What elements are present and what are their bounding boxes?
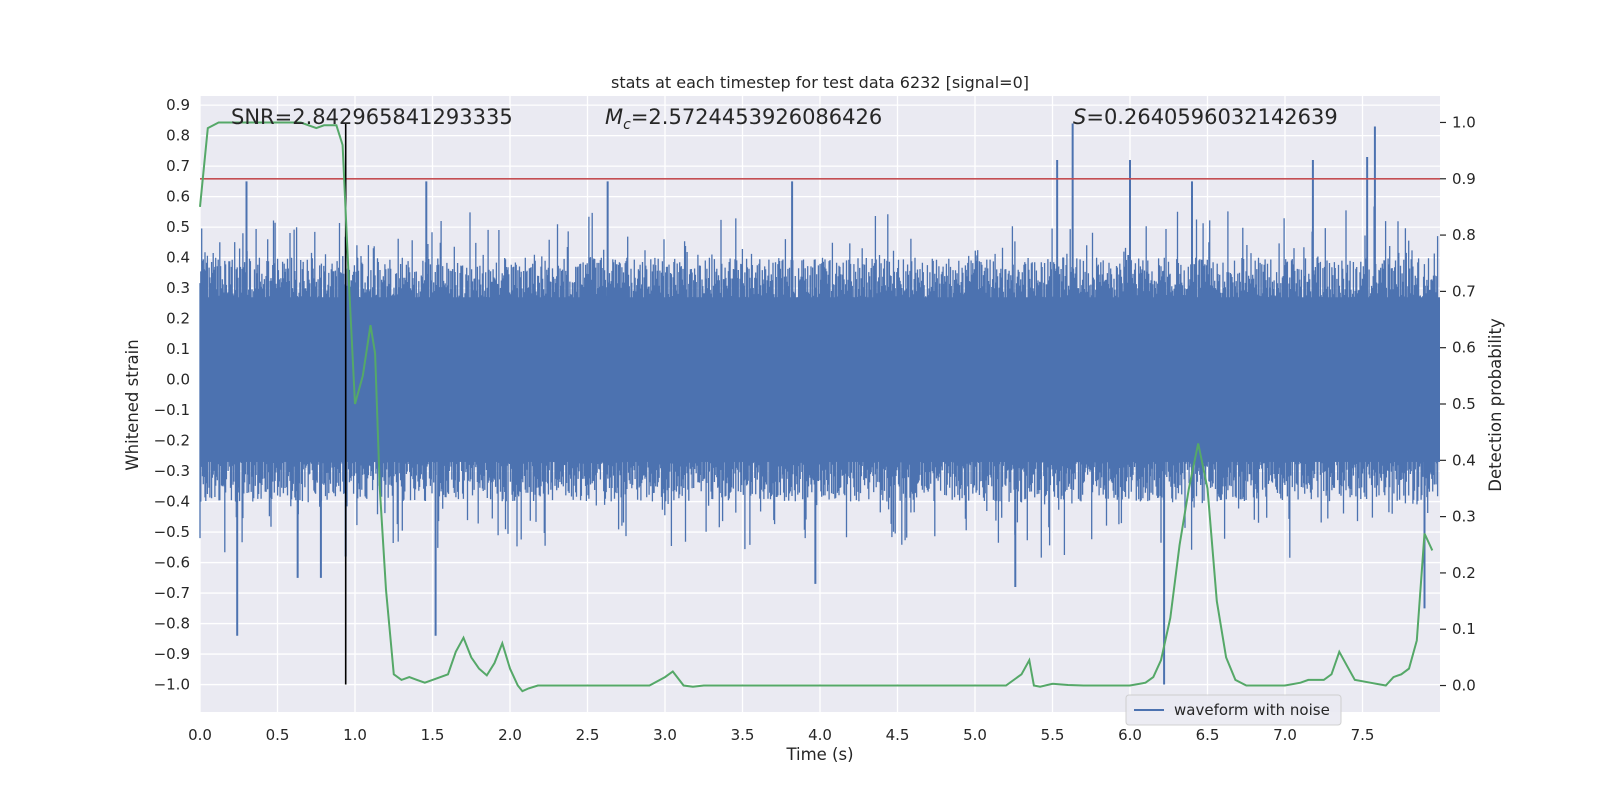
y-tick-label: 0.4 bbox=[166, 249, 190, 267]
y2-axis-ticks: 1.0 0.9 0.8 0.7 0.6 0.5 0.4 0.3 0.2 0.1 0.0 bbox=[1440, 113, 1476, 695]
waveform-band bbox=[200, 297, 1440, 462]
y-axis-label: Whitened strain bbox=[123, 339, 142, 470]
y-tick-label: 0.6 bbox=[166, 188, 190, 206]
y2-tick-label: 1.0 bbox=[1452, 113, 1476, 131]
waveform-series bbox=[199, 123, 1440, 685]
y-tick-label: −0.1 bbox=[154, 401, 190, 419]
chirp-mass-subscript: c bbox=[623, 117, 631, 133]
y2-tick-label: 0.9 bbox=[1452, 170, 1476, 188]
legend: waveform with noise bbox=[1125, 694, 1342, 726]
x-tick-label: 2.0 bbox=[498, 726, 522, 744]
y-tick-label: −0.2 bbox=[154, 432, 190, 450]
x-tick-label: 7.5 bbox=[1351, 726, 1375, 744]
y2-tick-label: 0.5 bbox=[1452, 395, 1476, 413]
x-tick-label: 1.5 bbox=[421, 726, 445, 744]
y2-tick-label: 0.6 bbox=[1452, 339, 1476, 357]
y-tick-label: 0.3 bbox=[166, 279, 190, 297]
y2-tick-label: 0.1 bbox=[1452, 620, 1476, 638]
x-tick-label: 5.0 bbox=[963, 726, 987, 744]
x-tick-label: 3.5 bbox=[731, 726, 755, 744]
x-axis-ticks: 0.0 0.5 1.0 1.5 2.0 2.5 3.0 3.5 4.0 4.5 5.0 5.5 6.0 6… bbox=[188, 726, 1374, 744]
y-tick-label: 0.5 bbox=[166, 218, 190, 236]
chart-title: stats at each timestep for test data 623… bbox=[611, 73, 1029, 92]
y-tick-label: 0.2 bbox=[166, 310, 190, 328]
y-axis-ticks: 0.9 0.8 0.7 0.6 0.5 0.4 0.3 0.2 0.1 0.0 −0.1 −0.2 −0… bbox=[154, 96, 190, 693]
x-tick-label: 3.0 bbox=[653, 726, 677, 744]
x-tick-label: 5.5 bbox=[1041, 726, 1065, 744]
y2-tick-label: 0.0 bbox=[1452, 677, 1476, 695]
x-tick-label: 4.5 bbox=[886, 726, 910, 744]
y-tick-label: 0.0 bbox=[166, 371, 190, 389]
s-annotation: S=0.2640596032142639 bbox=[1073, 105, 1338, 129]
x-tick-label: 1.0 bbox=[343, 726, 367, 744]
y2-tick-label: 0.4 bbox=[1452, 451, 1476, 469]
y2-tick-label: 0.7 bbox=[1452, 282, 1476, 300]
x-tick-label: 0.0 bbox=[188, 726, 212, 744]
chirp-mass-annotation: Mc=2.5724453926086426 bbox=[605, 105, 882, 133]
y-tick-label: −1.0 bbox=[154, 676, 190, 694]
y-tick-label: −0.4 bbox=[154, 493, 190, 511]
y-tick-label: −0.9 bbox=[154, 645, 190, 663]
y2-tick-label: 0.2 bbox=[1452, 564, 1476, 582]
y-tick-label: 0.9 bbox=[166, 96, 190, 114]
y-tick-label: 0.1 bbox=[166, 340, 190, 358]
x-axis-label: Time (s) bbox=[785, 745, 853, 764]
legend-box bbox=[1125, 694, 1342, 726]
x-tick-label: 0.5 bbox=[266, 726, 290, 744]
chirp-mass-symbol: M bbox=[605, 105, 623, 129]
y-tick-label: −0.8 bbox=[154, 615, 190, 633]
y2-tick-label: 0.8 bbox=[1452, 226, 1476, 244]
y-tick-label: −0.3 bbox=[154, 462, 190, 480]
y-tick-label: −0.5 bbox=[154, 523, 190, 541]
y-tick-label: −0.6 bbox=[154, 554, 190, 572]
legend-label: waveform with noise bbox=[1174, 701, 1330, 719]
x-tick-label: 6.0 bbox=[1118, 726, 1142, 744]
y2-tick-label: 0.3 bbox=[1452, 508, 1476, 526]
y2-axis-label: Detection probability bbox=[1486, 318, 1505, 492]
y-tick-label: 0.7 bbox=[166, 157, 190, 175]
x-tick-label: 2.5 bbox=[576, 726, 600, 744]
s-symbol: S bbox=[1073, 105, 1086, 129]
x-tick-label: 7.0 bbox=[1273, 726, 1297, 744]
y-tick-label: −0.7 bbox=[154, 584, 190, 602]
chirp-mass-value: =2.5724453926086426 bbox=[631, 105, 882, 129]
x-tick-label: 4.0 bbox=[808, 726, 832, 744]
x-tick-label: 6.5 bbox=[1196, 726, 1220, 744]
s-value: =0.2640596032142639 bbox=[1086, 105, 1337, 129]
detection-probability-line bbox=[199, 121, 1434, 693]
snr-annotation: SNR=2.842965841293335 bbox=[231, 105, 513, 129]
y-tick-label: 0.8 bbox=[166, 127, 190, 145]
